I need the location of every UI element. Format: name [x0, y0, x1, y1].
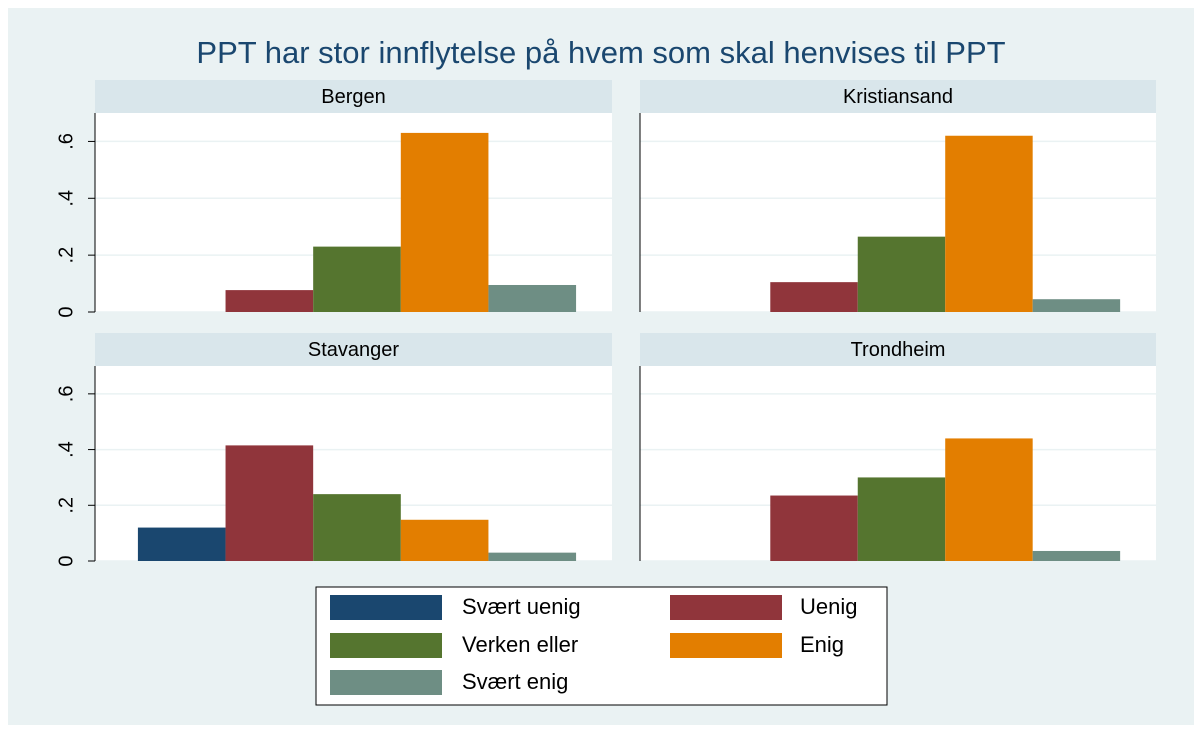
y-tick-label: .2 — [55, 497, 77, 514]
legend-swatch — [670, 633, 782, 658]
chart-title: PPT har stor innflytelse på hvem som ska… — [196, 35, 1005, 70]
bar — [770, 495, 858, 561]
bar — [488, 284, 577, 312]
bar — [945, 135, 1033, 312]
panel-title: Kristiansand — [843, 86, 953, 108]
bar — [400, 519, 489, 561]
y-tick-label: .4 — [55, 441, 77, 458]
bar — [945, 438, 1033, 561]
legend-label: Verken eller — [462, 632, 578, 657]
panel-header — [640, 333, 1156, 366]
bar — [488, 552, 577, 561]
panel-header — [640, 80, 1156, 113]
panel-header — [95, 333, 612, 366]
panel-title: Bergen — [321, 86, 386, 108]
bar — [1032, 299, 1121, 312]
bar — [225, 445, 314, 561]
y-tick-label: 0 — [55, 555, 77, 566]
legend-swatch — [330, 670, 442, 695]
legend-swatch — [670, 595, 782, 620]
bar — [313, 246, 401, 312]
legend-label: Uenig — [800, 594, 857, 619]
y-tick-label: .4 — [55, 190, 77, 207]
y-tick-label: 0 — [55, 306, 77, 317]
bar — [400, 132, 489, 312]
panel-title: Stavanger — [308, 339, 400, 361]
bar — [857, 477, 946, 561]
bar — [857, 236, 946, 312]
legend-swatch — [330, 633, 442, 658]
bar — [770, 282, 858, 312]
legend-label: Svært uenig — [462, 594, 581, 619]
panel-title: Trondheim — [851, 339, 946, 361]
panel-header — [95, 80, 612, 113]
legend-label: Svært enig — [462, 669, 568, 694]
legend-swatch — [330, 595, 442, 620]
y-tick-label: .6 — [55, 133, 77, 150]
bar — [225, 290, 314, 312]
legend-label: Enig — [800, 632, 844, 657]
bar — [137, 527, 226, 561]
y-tick-label: .2 — [55, 247, 77, 264]
y-tick-label: .6 — [55, 386, 77, 403]
bar — [313, 494, 401, 561]
bar — [1032, 550, 1121, 561]
